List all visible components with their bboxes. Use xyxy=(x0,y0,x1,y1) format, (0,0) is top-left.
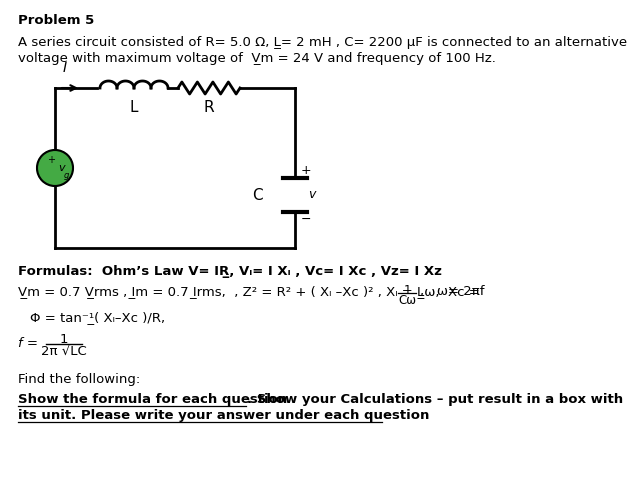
Text: Formulas:  Ohm’s Law V= IR̲, Vₗ= I Xₗ , Vc= I Xc , Vz= I Xz: Formulas: Ohm’s Law V= IR̲, Vₗ= I Xₗ , V… xyxy=(18,265,442,278)
Text: C: C xyxy=(252,187,263,203)
Text: 1: 1 xyxy=(403,284,411,297)
Text: v: v xyxy=(58,163,65,173)
Text: its unit. Please write your answer under each question: its unit. Please write your answer under… xyxy=(18,409,429,422)
Text: . Show your Calculations – put result in a box with: . Show your Calculations – put result in… xyxy=(247,393,623,406)
Text: voltage with maximum voltage of  V̲m = 24 V and frequency of 100 Hz.: voltage with maximum voltage of V̲m = 24… xyxy=(18,52,496,65)
Text: 2π √LC: 2π √LC xyxy=(41,345,87,358)
Text: L: L xyxy=(130,100,138,115)
Text: R: R xyxy=(204,100,214,115)
Text: Problem 5: Problem 5 xyxy=(18,14,94,27)
Text: f =: f = xyxy=(18,337,38,350)
Text: Show the formula for each question: Show the formula for each question xyxy=(18,393,287,406)
Text: g: g xyxy=(64,171,69,180)
Text: Cω: Cω xyxy=(398,294,416,307)
Text: v: v xyxy=(308,188,315,202)
Text: Φ = tan⁻¹̲( Xₗ–Xc )/R,: Φ = tan⁻¹̲( Xₗ–Xc )/R, xyxy=(30,311,165,324)
Text: ,   ω= 2πf: , ω= 2πf xyxy=(420,285,485,298)
Text: −: − xyxy=(301,213,312,226)
Text: 1: 1 xyxy=(60,333,68,346)
Text: +: + xyxy=(47,155,55,165)
Text: +: + xyxy=(301,164,312,177)
Circle shape xyxy=(37,150,73,186)
Text: V̲m = 0.7 V̲rms , I̲m = 0.7 I̲rms,  , Z² = R² + ( Xₗ –Xc )² , Xₗ = L̲ω,  Xc =: V̲m = 0.7 V̲rms , I̲m = 0.7 I̲rms, , Z² … xyxy=(18,285,480,298)
Text: I: I xyxy=(63,61,67,75)
Text: Find the following:: Find the following: xyxy=(18,373,141,386)
Text: A series circuit consisted of R= 5.0 Ω, L̲= 2 mH , C= 2200 μF is connected to an: A series circuit consisted of R= 5.0 Ω, … xyxy=(18,36,627,49)
